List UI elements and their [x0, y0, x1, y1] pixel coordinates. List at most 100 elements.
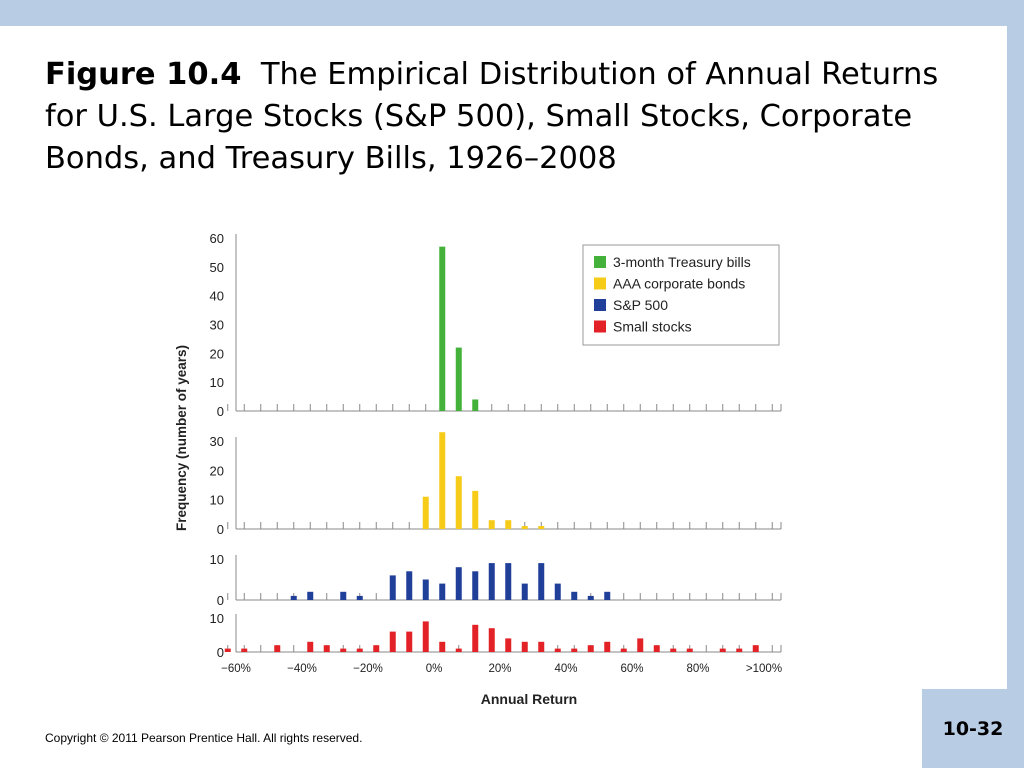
x-tick-label: 80%: [686, 663, 709, 675]
bar: [686, 648, 693, 652]
bar: [340, 648, 347, 652]
x-tick-label: 20%: [488, 663, 511, 675]
bar: [505, 638, 512, 652]
bar: [521, 583, 528, 600]
bar: [521, 526, 528, 529]
y-tick-label: 10: [210, 611, 224, 626]
legend-swatch: [594, 277, 606, 290]
bar: [455, 648, 462, 652]
bar: [637, 638, 644, 652]
bar: [604, 641, 611, 652]
copyright-notice: Copyright © 2011 Pearson Prentice Hall. …: [45, 731, 363, 745]
bar: [571, 648, 578, 652]
bar: [439, 432, 446, 529]
x-tick-label: −60%: [221, 663, 251, 675]
y-axis-label: Frequency (number of years): [174, 345, 189, 531]
y-tick-label: 60: [210, 231, 224, 246]
y-tick-label: 10: [210, 552, 224, 567]
legend-swatch: [594, 320, 606, 333]
bar: [587, 645, 594, 652]
legend-box: [582, 244, 780, 346]
bar: [389, 575, 396, 600]
bar: [538, 526, 545, 529]
bar: [472, 490, 479, 529]
bar: [356, 648, 363, 652]
figure-label: Figure 10.4: [45, 57, 242, 92]
bar: [472, 399, 479, 411]
x-tick-label: >100%: [746, 663, 782, 675]
bar: [422, 579, 429, 600]
bar: [422, 621, 429, 652]
legend-swatch: [594, 299, 606, 311]
bar: [406, 631, 413, 652]
slide-title: Figure 10.4 The Empirical Distribution o…: [45, 54, 945, 180]
bar: [455, 567, 462, 600]
bar: [241, 648, 248, 652]
bar: [439, 641, 446, 652]
legend-entry: AAA corporate bonds: [613, 276, 745, 292]
legend-entry: S&P 500: [613, 297, 668, 313]
bar: [422, 496, 429, 529]
bar: [455, 347, 462, 411]
bar: [356, 595, 363, 600]
bar: [224, 648, 231, 652]
bar: [587, 595, 594, 600]
bar: [439, 246, 446, 411]
legend-entry: 3-month Treasury bills: [613, 254, 751, 270]
bar: [653, 645, 660, 652]
bar: [307, 641, 314, 652]
bar: [488, 520, 495, 529]
y-tick-label: 30: [210, 434, 224, 449]
bar: [307, 591, 314, 600]
x-axis-label: Annual Return: [481, 691, 577, 707]
bar: [538, 563, 545, 600]
slide-number-box: 10-32: [922, 689, 1024, 768]
bar: [290, 595, 297, 600]
y-tick-label: 30: [210, 318, 224, 333]
bar: [736, 648, 743, 652]
bar: [521, 641, 528, 652]
right-band: [1007, 0, 1024, 768]
y-tick-label: 50: [210, 260, 224, 275]
y-tick-label: 10: [210, 375, 224, 390]
bar: [488, 628, 495, 652]
bar: [406, 571, 413, 600]
y-tick-label: 0: [217, 593, 224, 608]
legend-swatch: [594, 256, 606, 268]
bar: [472, 624, 479, 652]
bar: [439, 583, 446, 600]
bar: [373, 645, 380, 652]
slide-number: 10-32: [942, 717, 1004, 740]
y-tick-label: 40: [210, 289, 224, 304]
bar: [488, 563, 495, 600]
x-tick-label: −20%: [353, 663, 383, 675]
bar: [554, 648, 561, 652]
bar: [389, 631, 396, 652]
y-tick-label: 0: [217, 522, 224, 537]
figure-caption: The Empirical Distribution of Annual Ret…: [45, 57, 939, 176]
bar: [604, 591, 611, 600]
top-band: [0, 0, 1024, 26]
x-tick-label: −40%: [287, 663, 317, 675]
bar: [472, 571, 479, 600]
x-tick-label: 0%: [426, 663, 443, 675]
y-tick-label: 0: [217, 404, 224, 419]
bar: [719, 648, 726, 652]
y-tick-label: 20: [210, 463, 224, 478]
y-tick-label: 20: [210, 346, 224, 361]
bar: [505, 520, 512, 529]
bar: [505, 563, 512, 600]
bar: [323, 645, 330, 652]
bar: [752, 645, 759, 652]
y-tick-label: 10: [210, 493, 224, 508]
bar: [571, 591, 578, 600]
bar: [538, 641, 545, 652]
x-tick-label: 40%: [554, 663, 577, 675]
legend-entry: Small stocks: [613, 319, 692, 335]
bar: [554, 583, 561, 600]
bar: [340, 591, 347, 600]
bar: [455, 476, 462, 529]
bar: [274, 645, 281, 652]
bar: [670, 648, 677, 652]
